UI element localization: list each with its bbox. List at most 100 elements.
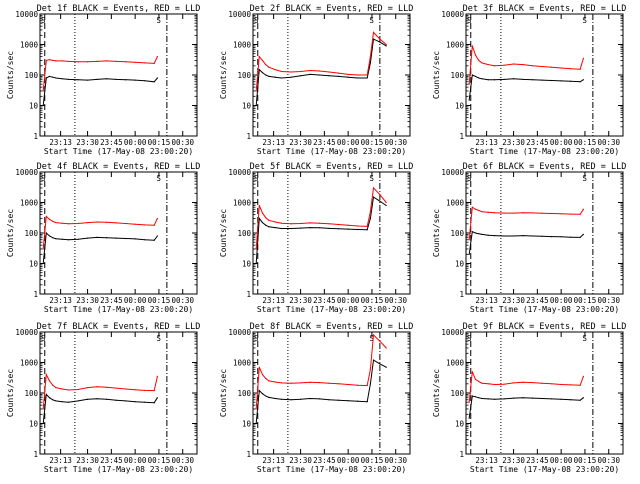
data-point bbox=[299, 222, 302, 225]
data-point bbox=[319, 381, 321, 384]
x-axis-label: Start Time (17-May-08 23:00:20) bbox=[470, 305, 619, 314]
series-line-events bbox=[468, 230, 584, 255]
data-point bbox=[379, 340, 381, 342]
data-point bbox=[45, 215, 47, 218]
data-point bbox=[319, 222, 321, 224]
y-axis-label: Counts/sec bbox=[6, 51, 15, 99]
y-axis-label: Counts/sec bbox=[219, 51, 228, 99]
panel-title: Det 3f BLACK = Events, RED = LLD bbox=[463, 4, 627, 14]
series-line-events bbox=[255, 38, 387, 106]
data-point bbox=[134, 389, 136, 391]
data-point bbox=[48, 75, 51, 77]
data-point bbox=[96, 236, 98, 238]
data-point bbox=[347, 76, 349, 78]
data-point bbox=[347, 400, 349, 402]
x-tick-label: 00:30 bbox=[384, 138, 407, 147]
data-point bbox=[372, 359, 375, 361]
data-point bbox=[115, 60, 117, 62]
data-point bbox=[52, 384, 54, 386]
data-point bbox=[487, 383, 489, 385]
x-tick-label: 23:13 bbox=[49, 456, 72, 465]
data-point bbox=[512, 63, 515, 65]
data-point bbox=[478, 380, 480, 383]
data-point bbox=[512, 382, 515, 384]
data-point bbox=[156, 375, 158, 378]
panel-title: Det 7f BLACK = Events, RED = LLD bbox=[37, 322, 201, 332]
data-point bbox=[96, 78, 98, 80]
saa-marker-label: S bbox=[254, 16, 259, 25]
data-point bbox=[478, 209, 480, 212]
saa-marker-label: S bbox=[156, 334, 161, 343]
data-point bbox=[299, 75, 302, 77]
data-point bbox=[385, 201, 387, 204]
data-point bbox=[471, 45, 473, 47]
data-point bbox=[493, 212, 496, 214]
data-point bbox=[328, 71, 330, 73]
data-point bbox=[61, 388, 63, 390]
data-point bbox=[579, 213, 581, 215]
x-axis-label: Start Time (17-May-08 23:00:20) bbox=[470, 147, 619, 156]
saa-marker-label: S bbox=[467, 174, 472, 183]
panel-8: Det 8f BLACK = Events, RED = LLD 1 10 100 10… bbox=[219, 322, 413, 474]
series-line-lld bbox=[255, 333, 387, 409]
data-point bbox=[106, 237, 108, 239]
y-tick-label: 10000 bbox=[15, 168, 38, 177]
panel-title: Det 5f BLACK = Events, RED = LLD bbox=[250, 162, 414, 172]
data-point bbox=[52, 237, 54, 239]
data-point bbox=[61, 78, 63, 80]
data-point bbox=[347, 383, 349, 386]
data-point bbox=[144, 80, 146, 82]
x-tick-label: 00:30 bbox=[597, 138, 620, 147]
data-point bbox=[115, 222, 117, 224]
data-point bbox=[261, 393, 264, 395]
data-point bbox=[309, 222, 311, 224]
data-point bbox=[48, 58, 51, 61]
x-tick-label: 23:13 bbox=[475, 138, 498, 147]
saa-marker-label: S bbox=[582, 174, 587, 183]
data-point bbox=[144, 239, 146, 241]
data-point bbox=[255, 90, 257, 92]
data-point bbox=[309, 227, 311, 229]
data-point bbox=[153, 81, 155, 83]
data-point bbox=[77, 388, 79, 391]
data-point bbox=[481, 62, 483, 64]
x-tick-label: 00:00 bbox=[550, 138, 573, 147]
data-point bbox=[156, 217, 158, 220]
data-point bbox=[503, 398, 505, 400]
data-point bbox=[86, 398, 89, 400]
data-point bbox=[280, 398, 283, 400]
data-point bbox=[255, 408, 257, 410]
x-tick-label: 23:13 bbox=[49, 138, 72, 147]
series-line-lld bbox=[255, 186, 387, 249]
data-point bbox=[372, 196, 375, 198]
data-point bbox=[481, 397, 483, 400]
data-point bbox=[369, 368, 371, 370]
data-point bbox=[280, 70, 283, 73]
data-point bbox=[582, 233, 584, 235]
data-point bbox=[493, 79, 496, 81]
data-point bbox=[67, 60, 70, 62]
data-point bbox=[468, 83, 470, 85]
data-point bbox=[134, 61, 136, 63]
data-point bbox=[347, 228, 349, 230]
data-point bbox=[48, 218, 51, 220]
data-point bbox=[77, 238, 79, 240]
data-point bbox=[45, 374, 47, 376]
y-tick-label: 1 bbox=[246, 290, 251, 299]
x-tick-label: 23:30 bbox=[502, 296, 525, 305]
data-point bbox=[493, 235, 496, 237]
data-point bbox=[487, 63, 489, 66]
y-tick-label: 100 bbox=[24, 389, 38, 398]
data-point bbox=[274, 69, 276, 71]
data-point bbox=[478, 233, 480, 235]
data-point bbox=[299, 70, 302, 73]
x-tick-label: 00:00 bbox=[124, 296, 147, 305]
data-point bbox=[372, 334, 375, 336]
saa-marker-label: S bbox=[369, 16, 374, 25]
data-point bbox=[493, 398, 496, 400]
data-point bbox=[328, 399, 330, 401]
data-point bbox=[551, 66, 553, 68]
data-point bbox=[468, 239, 470, 241]
data-point bbox=[522, 397, 524, 399]
data-point bbox=[67, 78, 70, 80]
